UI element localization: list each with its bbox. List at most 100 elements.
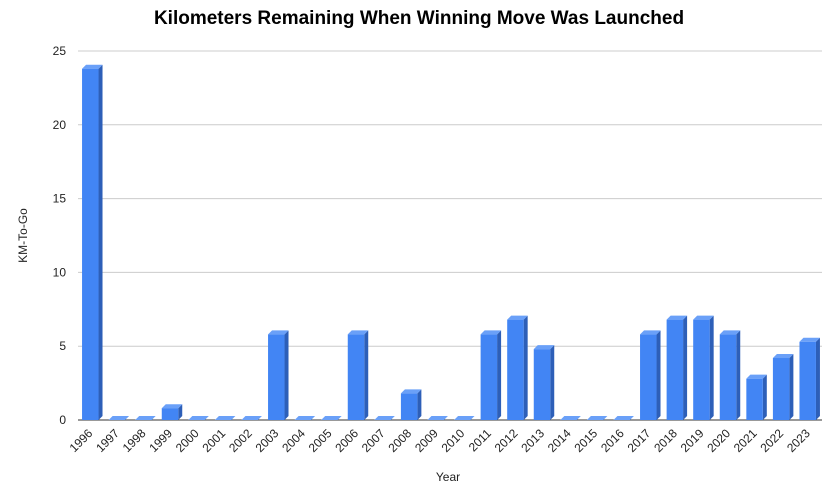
bar [480,330,502,420]
bar-side [683,315,688,420]
x-tick-label: 1997 [93,426,122,455]
bar [533,345,555,420]
bar-top [161,404,183,409]
bar-top [214,416,236,420]
bar-front [533,349,551,420]
x-tick-label: 2020 [704,426,733,455]
bar-front [746,378,763,420]
bar [454,416,475,420]
bar-top [533,345,555,350]
bar-front [666,319,684,420]
bar-top [799,337,820,342]
x-tick-label: 2014 [545,426,574,455]
y-tick-labels: 0 5 10 15 20 25 [53,44,67,427]
bar-top [347,330,369,335]
bar-side [736,330,741,420]
chart-title: Kilometers Remaining When Winning Move W… [154,8,684,29]
x-tick-label: 2003 [253,426,282,455]
bar-top [135,416,156,420]
bar-side [656,330,661,420]
bar [82,64,103,420]
x-tick-label: 2019 [678,426,707,455]
bar-front [400,393,418,420]
x-tick-label: 2018 [651,426,680,455]
bar-side [709,315,714,420]
x-tick-label: 1999 [146,426,175,455]
bar [427,416,448,420]
bar-front [161,408,179,420]
bar [586,416,608,420]
bar [321,416,342,420]
bar-side [178,404,183,420]
bar-top [560,416,581,420]
x-tick-label: 2002 [226,426,255,455]
x-tick-label: 2016 [598,426,627,455]
bar-front [719,334,737,420]
x-tick-label: 2008 [385,426,414,455]
x-tick-label: 2017 [625,426,654,455]
y-tick-label: 20 [53,118,67,132]
bar-top [400,389,422,394]
y-tick-label: 10 [53,265,67,279]
bar-front [693,319,710,420]
bar [400,389,422,420]
x-tick-label: 2004 [279,426,308,455]
y-tick-label: 15 [53,192,67,206]
bar [613,416,634,420]
bar-side [523,315,528,420]
bar-top [586,416,608,420]
bar [214,416,236,420]
bar-front [799,341,816,420]
y-tick-label: 5 [59,339,66,353]
x-tick-labels: 1996199719981999200020012002200320042005… [67,426,813,455]
x-tick-label: 2000 [173,426,202,455]
bar-side [364,330,369,420]
bar-side [789,354,794,420]
bar-front [772,358,790,420]
bar-side [98,64,103,420]
bar [241,416,262,420]
bar [507,315,528,420]
bar-top [374,416,395,420]
bar-side [762,374,767,420]
bar-top [746,374,767,379]
bar [719,330,741,420]
x-tick-label: 1998 [120,426,149,455]
x-axis-label: Year [436,470,460,484]
bar [347,330,369,420]
bar-side [815,337,820,420]
bar [108,416,130,420]
bar-front [507,319,524,420]
bar [693,315,714,420]
bar-top [241,416,262,420]
x-tick-label: 2006 [332,426,361,455]
bar [772,354,794,420]
x-tick-label: 1996 [67,426,96,455]
bar [294,416,316,420]
y-axis-label: KM-To-Go [16,208,30,263]
bar-front [268,334,285,420]
bar-front [480,334,498,420]
x-tick-label: 2023 [784,426,813,455]
bar [268,330,289,420]
bar [666,315,688,420]
bar-top [82,64,103,69]
x-tick-label: 2007 [359,426,388,455]
x-tick-label: 2010 [439,426,468,455]
x-tick-label: 2022 [757,426,786,455]
x-tick-label: 2005 [306,426,335,455]
bar [161,404,183,420]
x-tick-label: 2011 [466,426,494,454]
bar-top [188,416,209,420]
bars [82,64,820,420]
bar-top [294,416,316,420]
bar-side [417,389,422,420]
bar-top [640,330,661,335]
bar [188,416,209,420]
bar-top [268,330,289,335]
bar-top [427,416,448,420]
bar-side [497,330,502,420]
bar-top [480,330,502,335]
